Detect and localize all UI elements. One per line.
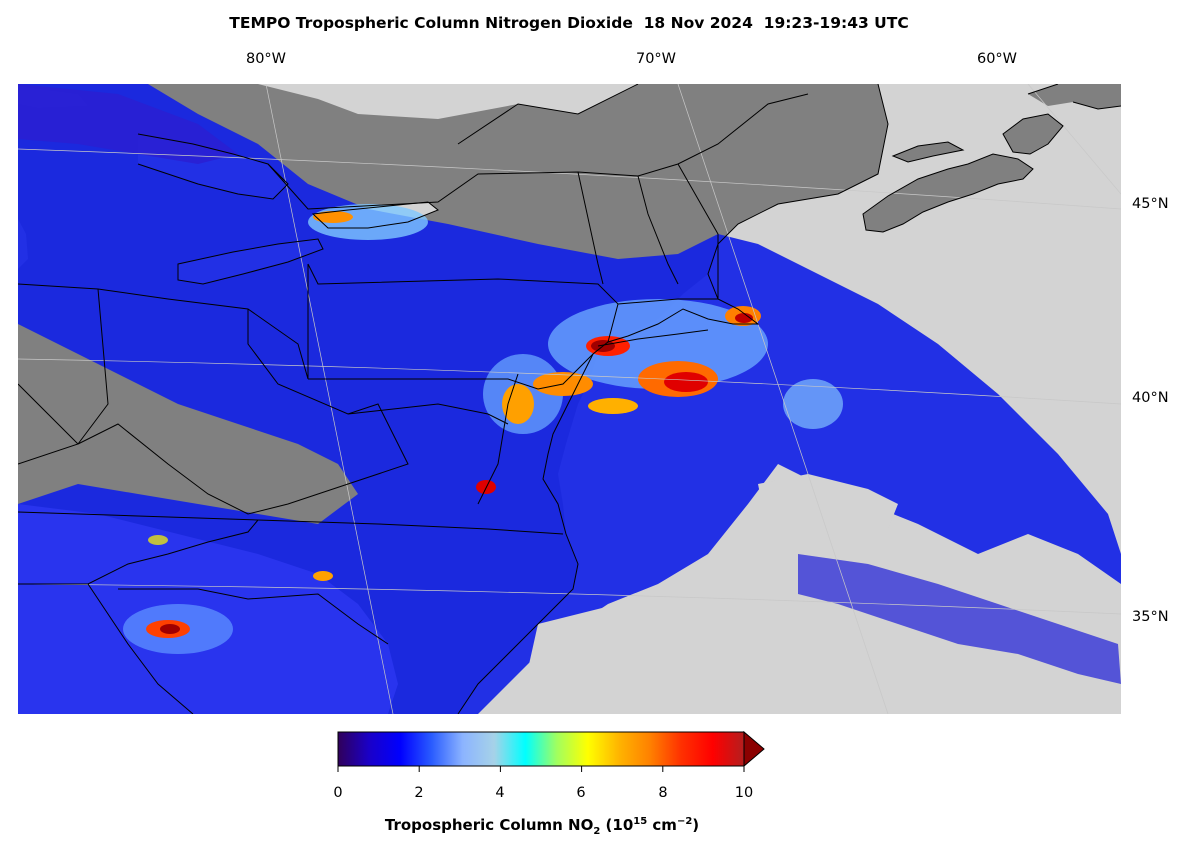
border-state-ohio-south (18, 283, 309, 380)
border-state-wv (77, 309, 409, 515)
latitude-label-40n: 40°N (1132, 390, 1169, 406)
colorbar-label-mid: (10 (600, 816, 634, 834)
no2-high-baltimore (502, 384, 534, 424)
no2-ocean-gap-south (518, 589, 718, 714)
coastline-newfoundland (1027, 84, 1121, 110)
borders (18, 84, 1121, 714)
no2-main-swath (18, 84, 1121, 714)
lake-erie-shore (177, 238, 324, 285)
colorbar-label: Tropospheric Column NO2 (1015 cm−2) (0, 816, 1084, 837)
no2-high-southjersey (588, 398, 638, 414)
land-pei (893, 142, 963, 162)
colorbar-tickmarks (337, 766, 745, 772)
coastline-cape-breton (1002, 113, 1064, 155)
no2-ocean-scatter (798, 554, 1121, 684)
latitude-label-45n: 45°N (1132, 196, 1169, 212)
no2-ocean-gap-east (758, 474, 898, 539)
coastline-chesapeake (477, 373, 519, 505)
colorbar-label-unit: cm (647, 816, 677, 834)
coastline-long-island (597, 329, 709, 347)
longitude-label-60w: 60°W (976, 51, 1018, 67)
longitude-label-80w: 80°W (245, 51, 287, 67)
colorbar-tick-10: 10 (734, 785, 754, 801)
no2-map (18, 84, 1121, 714)
border-state-va-nc (18, 511, 564, 535)
meridian-70w (677, 84, 889, 714)
border-state-ga-sc (87, 583, 194, 714)
border-us-canada (267, 93, 809, 210)
colorbar-extend-arrow (743, 730, 765, 768)
latitude-label-35n: 35°N (1132, 609, 1169, 625)
land-nova-scotia (863, 154, 1033, 232)
meridian-60w (1027, 84, 1121, 195)
colorbar-tick-4: 4 (495, 785, 505, 801)
no2-mid-raleigh (313, 571, 333, 581)
colorbar-tick-2: 2 (414, 785, 424, 801)
colorbar-label-prefix: Tropospheric Column NO (384, 816, 594, 834)
parallel-40n (18, 358, 1121, 405)
no2-high-toronto (313, 211, 353, 223)
land-newfoundland (1028, 84, 1121, 109)
coastline-nova-scotia (862, 153, 1034, 233)
no2-north-streaks (18, 84, 238, 164)
colorbar-label-suffix: ) (692, 816, 700, 834)
no2-high-long-island-core (664, 372, 708, 392)
meridian-80w (265, 84, 394, 714)
coastline-pei (891, 141, 965, 163)
border-state-vt-nh (577, 171, 679, 285)
border-state-ny-pa (307, 263, 619, 343)
colorbar-label-exp1: 15 (633, 816, 648, 827)
colorbar (337, 730, 765, 772)
border-state-pa-south (308, 378, 539, 390)
colorbar-label-sub: 2 (593, 826, 601, 837)
parallel-35n (18, 583, 1121, 615)
colorbar-label-exp2: −2 (676, 816, 693, 827)
coastline-us (457, 84, 889, 714)
no2-high-charlotte-core (160, 624, 180, 634)
no2-mid-ohio (148, 535, 168, 545)
map-title: TEMPO Tropospheric Column Nitrogen Dioxi… (229, 14, 909, 32)
colorbar-tick-8: 8 (658, 785, 668, 801)
no2-data-layer (18, 84, 1121, 714)
no2-high-boston-core (735, 313, 753, 323)
longitude-label-70w: 70°W (635, 51, 677, 67)
colorbar-tick-6: 6 (576, 785, 586, 801)
colorbar-gradient (337, 731, 745, 767)
no2-mid-gulf-maine (783, 379, 843, 429)
border-state-ct-ma (617, 298, 718, 305)
border-state-maine (677, 163, 719, 299)
border-state-nj (537, 353, 594, 390)
no2-mid-northeast (548, 299, 768, 389)
border-quebec (457, 84, 639, 145)
colorbar-tick-0: 0 (333, 785, 343, 801)
border-state-indiana (18, 288, 109, 465)
lake-ontario-shore (311, 201, 439, 229)
border-state-nc-sc (118, 588, 389, 645)
lake-huron-shore (137, 133, 289, 200)
border-state-md-va (347, 403, 509, 425)
border-state-ky (18, 383, 79, 445)
